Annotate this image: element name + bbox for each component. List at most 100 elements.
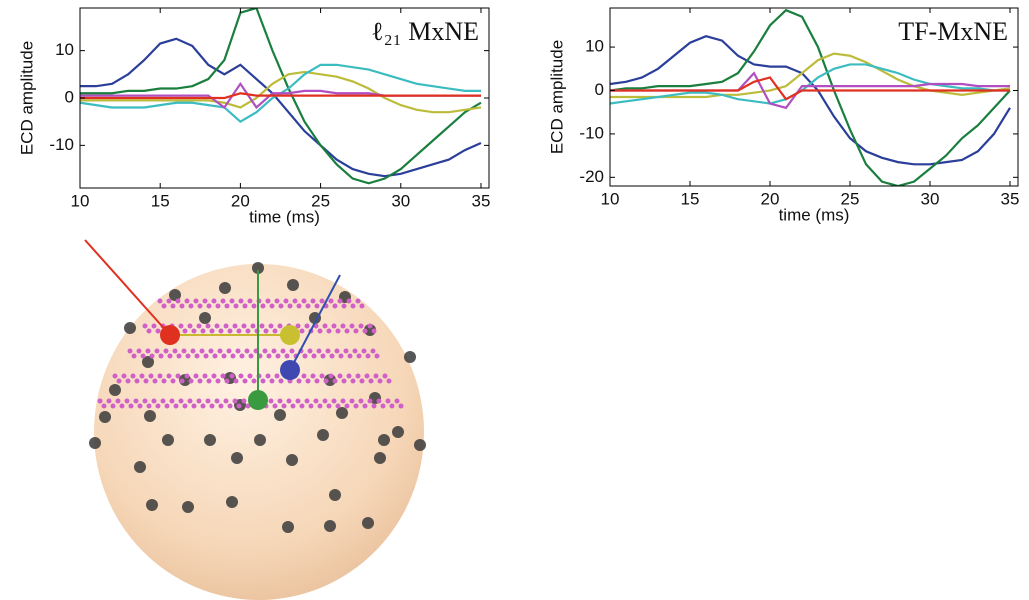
x-tick-label: 30 [921, 189, 940, 208]
source-point [226, 348, 232, 354]
source-point [346, 298, 352, 304]
electrode [287, 279, 299, 291]
x-tick-label: 30 [391, 191, 410, 210]
source-point [160, 398, 166, 404]
source-point [146, 403, 152, 409]
source-point [172, 348, 178, 354]
source-point [283, 298, 289, 304]
electrode [142, 356, 154, 368]
source-point [361, 348, 367, 354]
x-tick-label: 35 [472, 191, 491, 210]
electrode [204, 434, 216, 446]
source-point [209, 403, 215, 409]
source-point [167, 353, 173, 359]
source-point [280, 348, 286, 354]
source-point [335, 328, 341, 334]
source-point [371, 328, 377, 334]
source-point [131, 353, 137, 359]
electrode [282, 521, 294, 533]
source-point [241, 323, 247, 329]
source-point [236, 403, 242, 409]
x-tick-label: 20 [231, 191, 250, 210]
source-point [340, 323, 346, 329]
source-point [358, 398, 364, 404]
source-point [212, 353, 218, 359]
source-point [316, 348, 322, 354]
source-point [179, 378, 185, 384]
source-point [301, 298, 307, 304]
source-point [289, 348, 295, 354]
electrode [199, 312, 211, 324]
source-point [319, 373, 325, 379]
source-point [295, 398, 301, 404]
source-point [202, 298, 208, 304]
source-point [218, 328, 224, 334]
plot-frame [609, 7, 1019, 187]
source-point [236, 328, 242, 334]
source-point [305, 378, 311, 384]
source-point [344, 328, 350, 334]
x-tick-label: 25 [841, 189, 860, 208]
source-point [196, 323, 202, 329]
source-point [184, 298, 190, 304]
electrode [378, 434, 390, 446]
y-axis-label: ECD amplitude [547, 40, 566, 154]
source-point [287, 303, 293, 309]
source-point [260, 303, 266, 309]
electrode [219, 282, 231, 294]
source-point [272, 403, 278, 409]
y-tick-label: -20 [579, 167, 604, 186]
source-point [112, 373, 118, 379]
source-point [227, 403, 233, 409]
source-point [227, 328, 233, 334]
source-point [247, 373, 253, 379]
source-point [296, 303, 302, 309]
source-point [241, 398, 247, 404]
source-point [143, 378, 149, 384]
source-point [193, 373, 199, 379]
source-point [233, 303, 239, 309]
source-point [268, 398, 274, 404]
electrode [109, 384, 121, 396]
series-line [80, 8, 482, 185]
source-point [305, 303, 311, 309]
x-axis-label: time (ms) [779, 205, 850, 224]
electrode [231, 452, 243, 464]
source-point [322, 398, 328, 404]
y-tick-label: 0 [595, 80, 604, 99]
source-point [242, 378, 248, 384]
x-tick-label: 15 [681, 189, 700, 208]
source-point [331, 398, 337, 404]
source-point [365, 353, 371, 359]
source-point [163, 348, 169, 354]
source-point [188, 303, 194, 309]
source-point [262, 348, 268, 354]
series-line [610, 35, 1011, 166]
source-point [301, 373, 307, 379]
source-point [260, 378, 266, 384]
source-point [133, 398, 139, 404]
source-point [359, 378, 365, 384]
source-point [356, 353, 362, 359]
source-point [194, 353, 200, 359]
source-point [106, 398, 112, 404]
source-point [353, 403, 359, 409]
source-point [136, 348, 142, 354]
source-point [170, 378, 176, 384]
source-point [190, 348, 196, 354]
source-point [265, 298, 271, 304]
source-point [151, 398, 157, 404]
source-point [269, 303, 275, 309]
electrode [144, 410, 156, 422]
electrode [414, 439, 426, 451]
source-point [350, 378, 356, 384]
source-point [304, 398, 310, 404]
source-point [325, 348, 331, 354]
electrode [89, 437, 101, 449]
source-point [182, 328, 188, 334]
source-point [200, 403, 206, 409]
dipole [280, 325, 300, 345]
source-point [155, 403, 161, 409]
source-point [278, 378, 284, 384]
source-point [332, 378, 338, 384]
